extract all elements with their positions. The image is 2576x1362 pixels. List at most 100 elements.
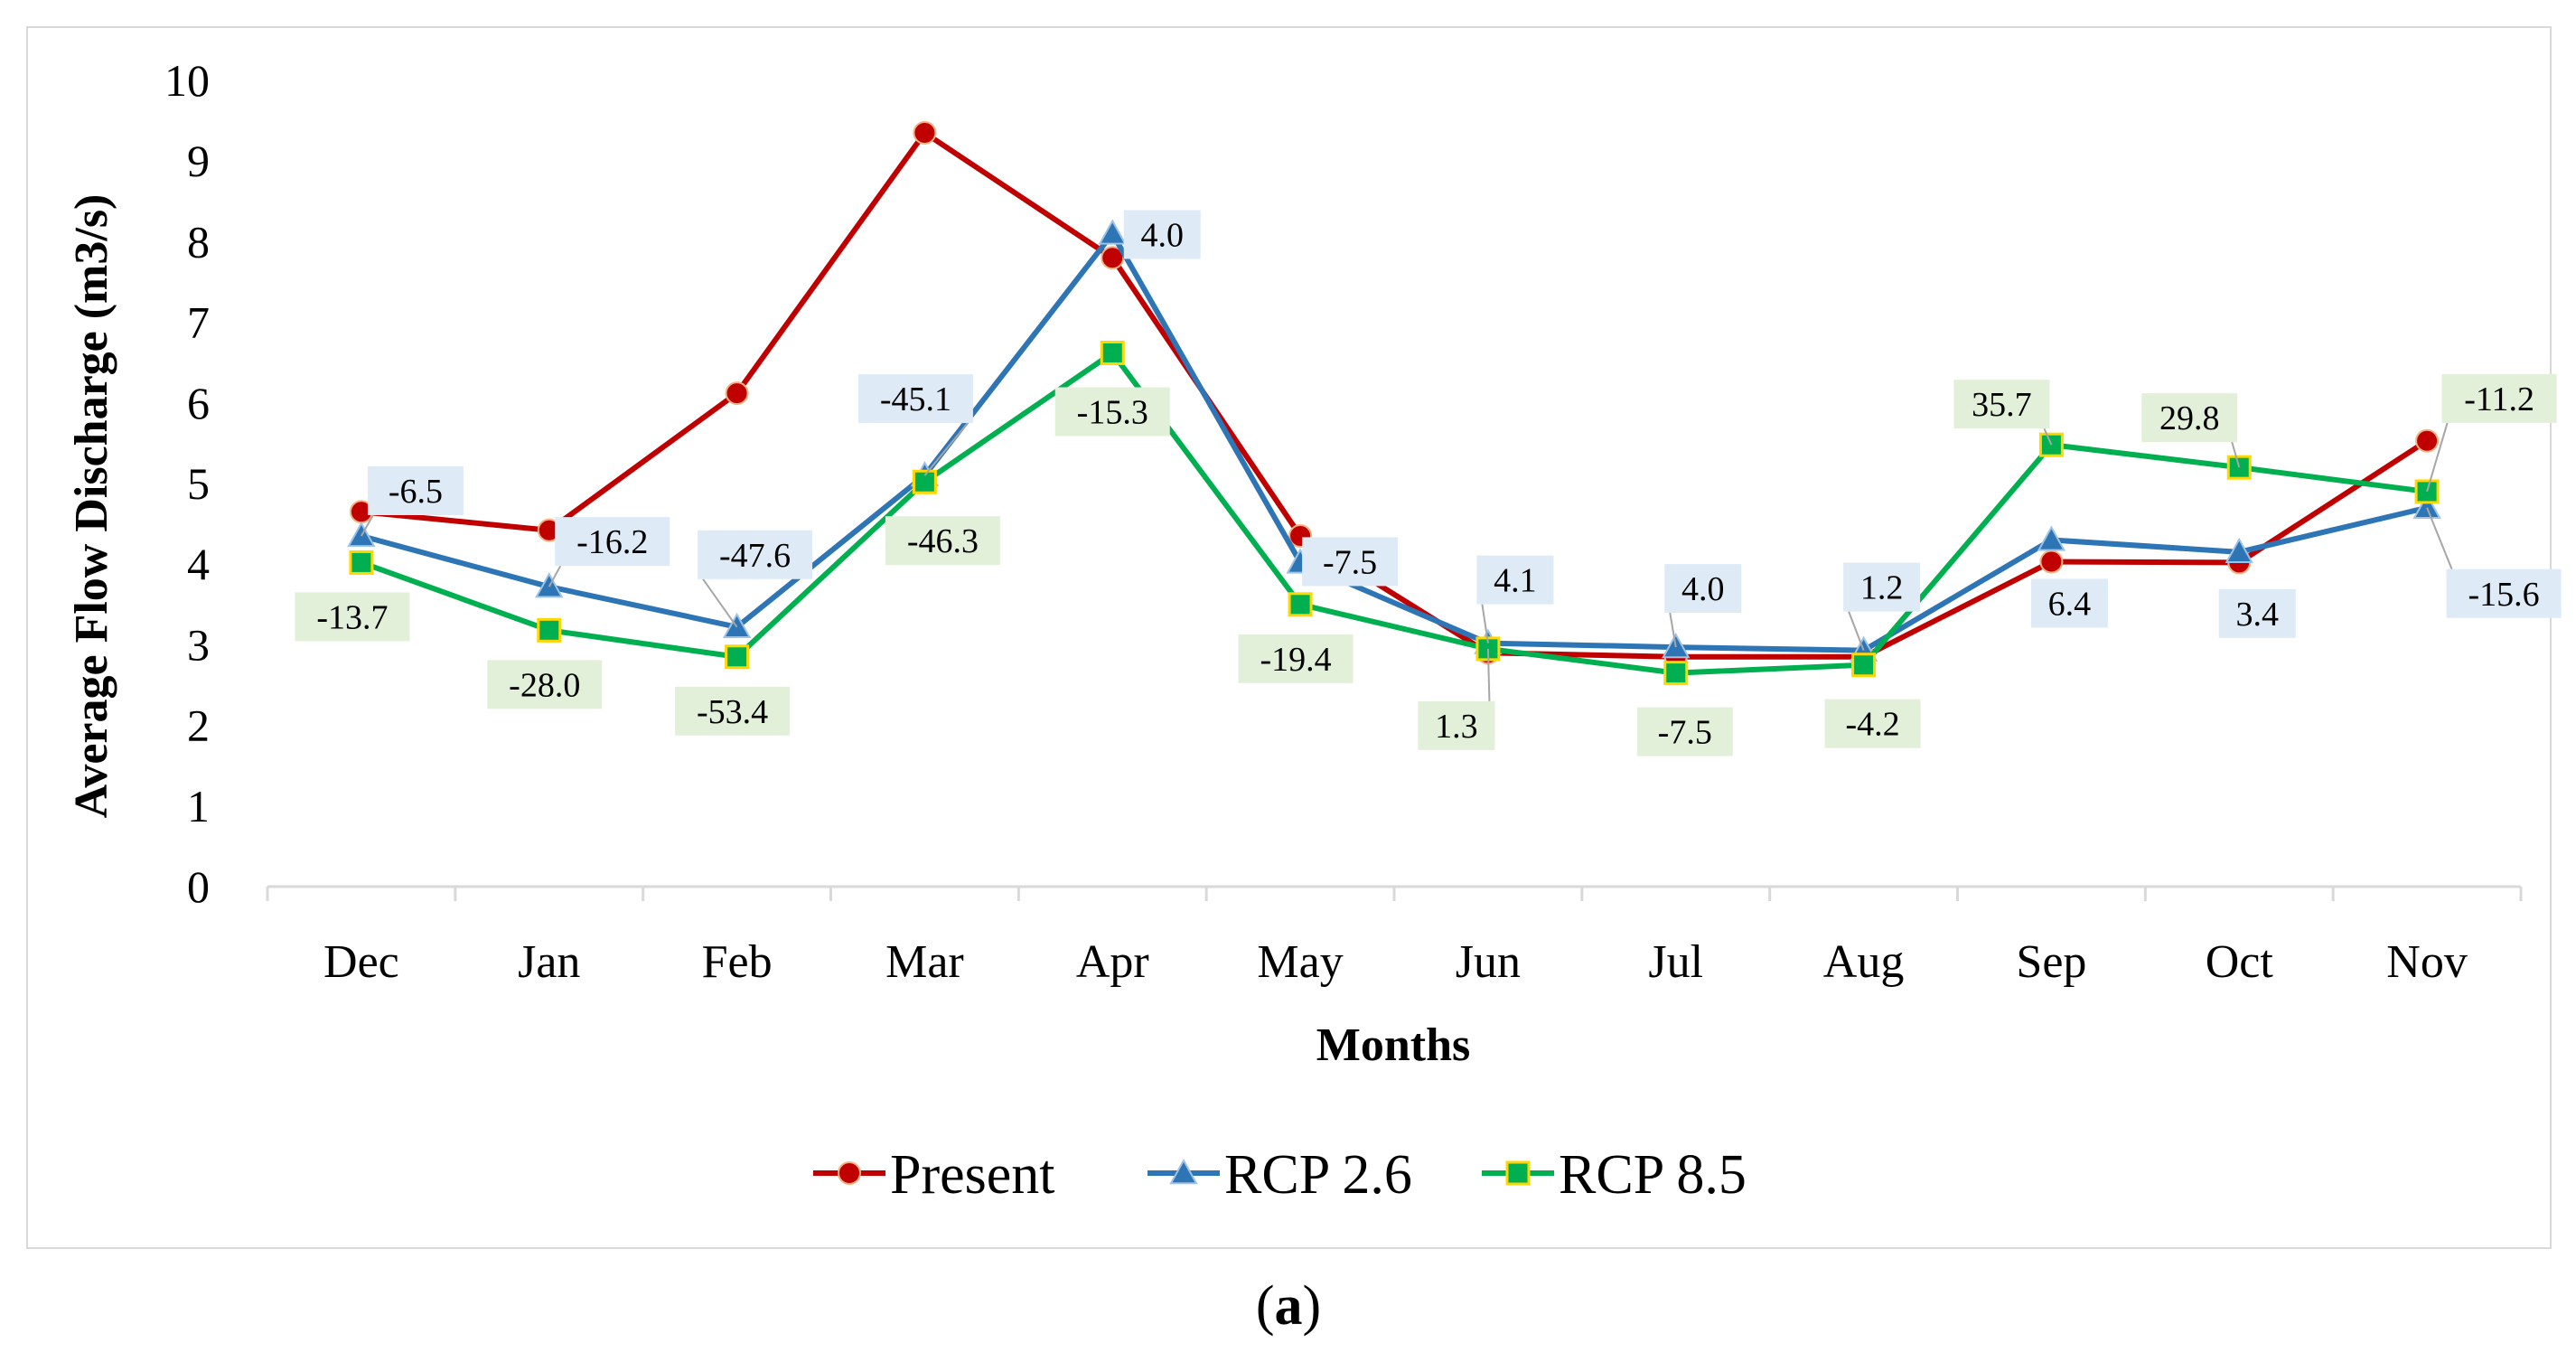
data-label-text: -13.7 — [316, 598, 388, 636]
data-label-box — [555, 517, 670, 567]
legend-item: Present — [813, 1144, 1055, 1206]
data-label-text: -19.4 — [1260, 641, 1332, 679]
y-axis-ticks: 0 1 2 3 4 5 6 7 8 9 10 — [164, 55, 210, 912]
data-label-text: 4.0 — [1141, 216, 1185, 254]
data-label: 6.4 — [2030, 578, 2108, 628]
data-label: -4.2 — [1824, 699, 1921, 748]
data-label-text: -11.2 — [2464, 380, 2534, 418]
leader-line — [2043, 427, 2053, 446]
data-label-box — [2218, 588, 2296, 638]
data-label: -7.5 — [1302, 537, 1399, 587]
data-point — [1098, 219, 1127, 245]
data-label-text: -4.2 — [1846, 706, 1900, 744]
data-point — [1851, 653, 1877, 678]
x-tick-label: Mar — [885, 936, 964, 988]
data-label-box — [2030, 578, 2108, 628]
data-label: -45.1 — [857, 374, 973, 476]
data-point — [912, 469, 937, 494]
data-label: 4.0 — [1123, 210, 1201, 259]
data-label-text: 6.4 — [2048, 585, 2092, 623]
data-label-box — [1302, 537, 1399, 587]
series-layer — [347, 120, 2441, 686]
data-label: -28.0 — [487, 660, 603, 709]
data-point — [1100, 340, 1125, 365]
y-tick-label: 1 — [187, 781, 210, 831]
data-label-text: 1.3 — [1435, 708, 1478, 746]
x-tick-label: Feb — [702, 936, 773, 988]
data-label-text: -15.6 — [2468, 576, 2540, 614]
y-axis-title: Average Flow Discharge (m3/s) — [66, 194, 117, 819]
data-label-box — [1418, 700, 1495, 750]
data-label-text: 35.7 — [1972, 386, 2032, 424]
legend-item: RCP 8.5 — [1482, 1144, 1747, 1206]
data-label: -11.2 — [2426, 373, 2557, 493]
data-label-text: 4.0 — [1681, 570, 1725, 608]
x-tick-label: Jul — [1648, 936, 1703, 988]
legend-label: RCP 2.6 — [1224, 1144, 1412, 1206]
data-point — [2037, 525, 2066, 551]
y-tick-label: 3 — [187, 619, 210, 670]
data-label: 1.3 — [1418, 648, 1495, 750]
data-label-box — [295, 592, 410, 642]
leader-line — [2426, 507, 2453, 570]
data-point — [537, 617, 562, 643]
data-label: 4.1 — [1476, 555, 1554, 643]
legend-marker — [838, 1161, 861, 1185]
leader-line — [2231, 441, 2241, 468]
leader-line — [548, 565, 562, 587]
data-label: -53.4 — [675, 686, 791, 736]
data-label-text: -53.4 — [697, 693, 768, 731]
data-label-box — [1054, 387, 1170, 437]
data-label-box — [367, 465, 464, 515]
data-point — [2225, 537, 2253, 564]
y-tick-label: 9 — [187, 136, 210, 186]
legend-label: Present — [890, 1144, 1055, 1206]
data-label-box — [675, 686, 791, 736]
legend-marker — [1169, 1158, 1198, 1185]
leader-line — [1848, 611, 1865, 652]
series-rcp-8-5 — [349, 340, 2440, 686]
data-point — [2226, 455, 2252, 480]
data-point — [2412, 493, 2441, 519]
legend: Present RCP 2.6 RCP 8.5 — [813, 1144, 1747, 1206]
data-point — [725, 381, 749, 406]
leader-line — [1481, 604, 1489, 643]
x-tick-label: Dec — [323, 936, 399, 988]
x-tick-label: Oct — [2206, 936, 2274, 988]
data-labels: -6.5 -16.2 -47.6 -45.1 4.0 -7.5 4.1 4.0 1.2 6.4 3.… — [295, 210, 2562, 756]
data-label-box — [1238, 634, 1354, 683]
legend-item: RCP 2.6 — [1147, 1144, 1412, 1206]
series-line — [361, 129, 2429, 660]
data-label: 35.7 — [1953, 380, 2053, 446]
data-label: -13.7 — [295, 592, 410, 642]
data-point — [725, 644, 750, 670]
data-label: 1.2 — [1843, 562, 1921, 652]
leader-line — [1486, 648, 1491, 701]
data-label-box — [2446, 568, 2562, 618]
y-tick-label: 5 — [187, 458, 210, 509]
legend-marker — [1505, 1160, 1531, 1186]
x-tick-label: Nov — [2386, 936, 2468, 988]
leader-line — [702, 578, 738, 628]
data-label-text: -15.3 — [1077, 393, 1148, 431]
data-label-text: -6.5 — [389, 473, 443, 511]
x-axis: Dec Jan Feb Mar Apr May Jun Jul Aug Sep Oct Nov — [266, 885, 2523, 988]
x-axis-title: Months — [1316, 1019, 1470, 1071]
data-label-box — [1476, 555, 1554, 605]
x-tick-label: Sep — [2016, 936, 2086, 988]
x-tick-label: Jun — [1456, 936, 1521, 988]
data-label: -19.4 — [1238, 634, 1354, 683]
data-label: -6.5 — [361, 465, 464, 537]
figure-caption: (a) — [1256, 1275, 1321, 1337]
data-label-text: -7.5 — [1323, 543, 1377, 581]
leader-line — [1669, 612, 1677, 648]
data-label-text: -46.3 — [907, 522, 979, 560]
data-label-box — [2141, 393, 2238, 443]
data-label-text: 29.8 — [2159, 399, 2220, 437]
caption-letter: a — [1275, 1275, 1303, 1337]
y-tick-label: 8 — [187, 216, 210, 267]
data-label-text: 1.2 — [1860, 569, 1904, 607]
data-label-text: -7.5 — [1658, 714, 1712, 752]
data-label-box — [2441, 373, 2557, 423]
data-point — [2039, 549, 2064, 574]
